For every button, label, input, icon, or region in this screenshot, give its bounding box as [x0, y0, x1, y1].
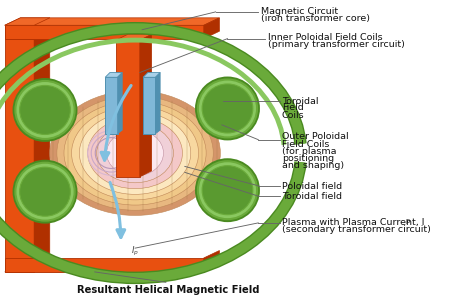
Ellipse shape [12, 160, 77, 224]
Polygon shape [5, 265, 219, 272]
Polygon shape [143, 72, 160, 77]
Polygon shape [5, 258, 204, 272]
Text: (iron transformer core): (iron transformer core) [261, 14, 370, 23]
Ellipse shape [50, 91, 220, 215]
Polygon shape [155, 72, 160, 134]
Ellipse shape [15, 163, 74, 221]
Text: Resultant Helical Magnetic Field: Resultant Helical Magnetic Field [77, 285, 259, 295]
Polygon shape [5, 25, 34, 39]
Text: Toroidal field: Toroidal field [282, 192, 342, 201]
Text: Toroidal: Toroidal [282, 97, 319, 105]
Ellipse shape [72, 106, 199, 200]
Ellipse shape [202, 166, 253, 215]
Ellipse shape [19, 167, 70, 216]
Text: Inner Poloidal Field Coils: Inner Poloidal Field Coils [268, 33, 383, 42]
Text: Field: Field [282, 103, 304, 112]
Text: Plasma with Plasma Current, I: Plasma with Plasma Current, I [282, 218, 425, 226]
Ellipse shape [12, 78, 77, 142]
Polygon shape [204, 251, 219, 272]
Ellipse shape [198, 80, 257, 137]
Polygon shape [5, 25, 204, 39]
Text: Poloidal field: Poloidal field [282, 182, 342, 191]
Polygon shape [118, 72, 122, 134]
Text: p: p [405, 218, 410, 224]
Text: Outer Poloidal: Outer Poloidal [282, 132, 348, 141]
Ellipse shape [88, 117, 182, 189]
Ellipse shape [64, 101, 206, 205]
Text: and shaping): and shaping) [282, 161, 344, 170]
Text: (secondary transformer circuit): (secondary transformer circuit) [282, 225, 431, 234]
Ellipse shape [15, 81, 74, 139]
Ellipse shape [202, 84, 253, 133]
Text: Field Coils: Field Coils [282, 140, 329, 149]
Text: Coils: Coils [282, 111, 305, 119]
Text: positioning: positioning [282, 154, 334, 163]
Polygon shape [105, 77, 118, 134]
Text: $I_p$: $I_p$ [131, 245, 139, 258]
Polygon shape [5, 18, 50, 25]
Ellipse shape [107, 130, 164, 176]
Polygon shape [5, 25, 34, 272]
Polygon shape [204, 18, 219, 39]
Ellipse shape [19, 86, 70, 134]
Polygon shape [116, 34, 152, 40]
Polygon shape [116, 40, 140, 177]
Ellipse shape [57, 96, 213, 210]
Ellipse shape [97, 123, 173, 183]
Ellipse shape [195, 158, 260, 222]
Ellipse shape [79, 112, 191, 194]
Polygon shape [143, 77, 155, 134]
Polygon shape [5, 18, 219, 25]
Polygon shape [105, 72, 122, 77]
Text: Magnetic Circuit: Magnetic Circuit [261, 7, 338, 15]
Text: (for plasma: (for plasma [282, 147, 337, 156]
Ellipse shape [195, 77, 260, 140]
Text: (primary transformer circuit): (primary transformer circuit) [268, 40, 405, 49]
Polygon shape [34, 18, 50, 272]
Polygon shape [140, 34, 152, 177]
Ellipse shape [198, 161, 257, 219]
